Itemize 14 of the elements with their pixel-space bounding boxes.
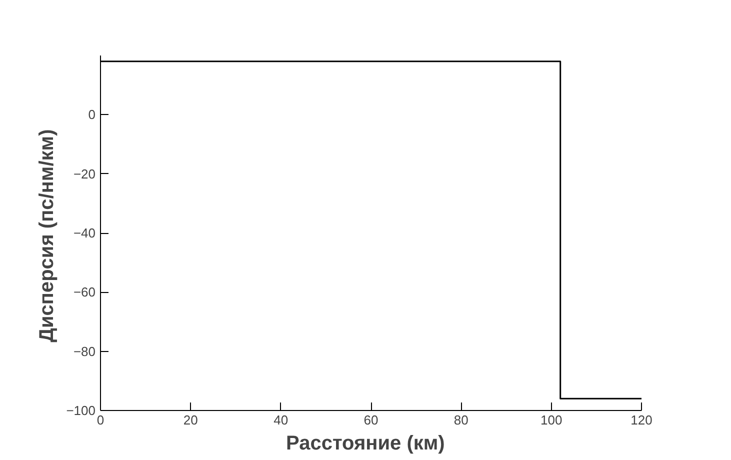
y-tick-label: −100 bbox=[66, 403, 96, 418]
x-tick-label: 20 bbox=[183, 412, 198, 428]
y-tick-label: −80 bbox=[73, 344, 96, 359]
x-tick-label: 40 bbox=[274, 412, 288, 428]
y-tick-label: −40 bbox=[73, 226, 96, 240]
y-axis-title: Дисперсия (пс/нм/км) bbox=[36, 129, 58, 342]
y-tick-label: −60 bbox=[73, 284, 96, 300]
y-tick-label: 0 bbox=[88, 107, 96, 122]
x-tick-label: 80 bbox=[454, 412, 468, 428]
x-tick-label: 120 bbox=[630, 412, 652, 428]
y-tick-label: −20 bbox=[73, 166, 96, 182]
x-tick-label: 60 bbox=[364, 412, 378, 428]
x-axis-title: Расстояние (км) bbox=[286, 432, 445, 454]
x-tick-label: 100 bbox=[540, 412, 562, 428]
